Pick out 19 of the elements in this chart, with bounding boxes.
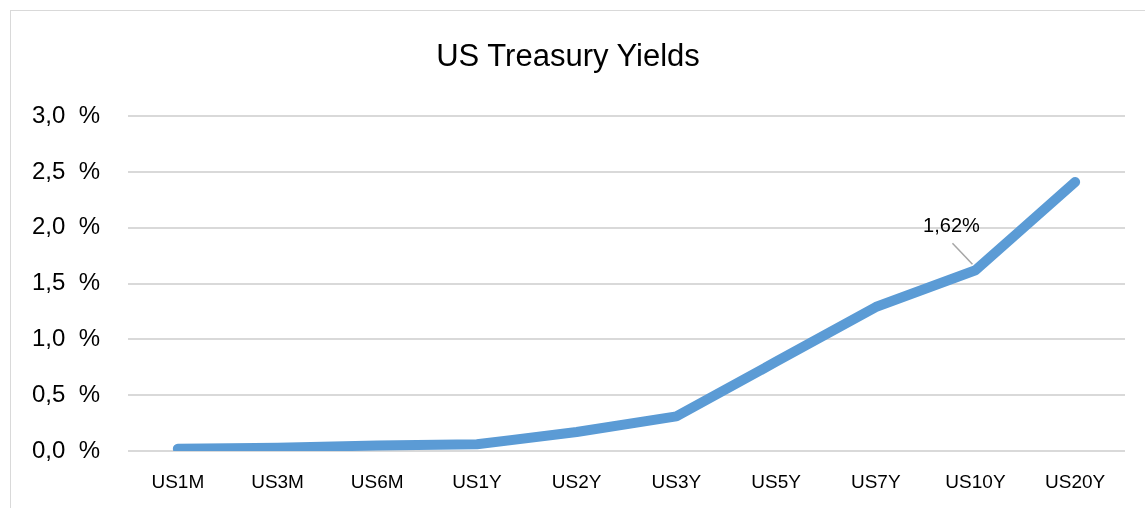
x-tick-label: US7Y [850,470,901,492]
y-tick-label: 0,0 % [31,435,100,463]
x-tick-label: US5Y [751,470,802,492]
y-tick-label: 2,5 % [31,156,100,184]
x-tick-label: US10Y [945,470,1006,492]
x-tick-label: US3Y [651,470,702,492]
x-tick-label: US6M [350,470,404,492]
y-tick-label: 1,5 % [31,268,100,296]
x-tick-label: US3M [251,470,304,492]
x-tick-label: US1M [151,470,205,492]
y-tick-label: 1,0 % [31,324,100,352]
y-tick-label: 0,5 % [31,379,100,407]
chart-title: US Treasury Yields [436,38,700,74]
data-label: 1,62% [923,213,981,236]
y-tick-label: 2,0 % [31,212,100,240]
x-tick-label: US2Y [551,470,602,492]
y-tick-label: 3,0 % [31,100,100,128]
x-tick-label: US1Y [452,470,503,492]
x-tick-label: US20Y [1045,470,1106,492]
